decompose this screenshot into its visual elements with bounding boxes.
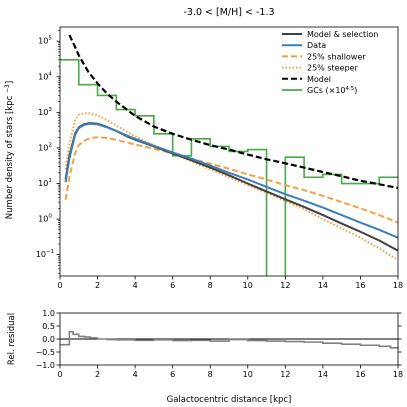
main-plot-area: 0 2 4 6 8 10 12 14 16 18 10−1 100 101 102 103 104 105 (36, 26, 403, 290)
main-x-tick-label: 4 (133, 281, 138, 290)
main-y-axis-label-close: ] (5, 81, 15, 84)
main-plot-marks (60, 34, 398, 276)
residual-x-tick-label: 2 (95, 370, 100, 379)
main-x-tick-label: 12 (280, 281, 290, 290)
series-data (64, 122, 398, 239)
main-x-tick-label: 8 (208, 281, 213, 290)
main-x-tick-label: 10 (243, 281, 253, 290)
main-y-tick-label: 102 (38, 142, 52, 152)
main-y-axis-label: Number density of stars [kpc −3] (4, 81, 15, 219)
chart-title: -3.0 < [M/H] < -1.3 (183, 7, 274, 18)
legend-label: Model (307, 75, 331, 84)
legend-label: 25% steeper (307, 64, 358, 73)
residual-x-tick-label: 12 (280, 370, 290, 379)
residual-y-tick-label: −1.0 (36, 361, 55, 370)
legend-label: 25% shallower (307, 52, 366, 61)
series-model-selection (64, 122, 398, 252)
legend-label-gcs: GCs (×104.5) (307, 86, 357, 95)
residual-plot-area: 0 2 4 6 8 10 12 14 16 18 −1.0 −0.5 0.0 0.5 1.0 (36, 309, 404, 379)
main-x-tick-label: 2 (95, 281, 100, 290)
main-x-tick-label: 14 (318, 281, 328, 290)
main-x-tick-label: 6 (170, 281, 175, 290)
residual-y-tick-label: 0.0 (42, 335, 55, 344)
residual-x-tick-label: 14 (318, 370, 328, 379)
residual-x-tick-label: 10 (243, 370, 253, 379)
main-y-tick-label: 104 (38, 71, 52, 81)
main-x-tick-label: 0 (57, 281, 62, 290)
main-y-tick-label: 10−1 (36, 249, 54, 259)
residual-x-tick-label: 6 (170, 370, 175, 379)
residual-y-tick-label: −0.5 (36, 348, 55, 357)
main-y-tick-label: 101 (38, 178, 52, 188)
residual-x-tick-label: 4 (133, 370, 138, 379)
legend-label: Data (307, 41, 326, 50)
residual-x-tick-label: 0 (57, 370, 62, 379)
main-y-tick-label: 103 (38, 107, 52, 117)
main-y-axis-label-text: Number density of stars [kpc (5, 95, 15, 219)
series-25-steeper (64, 112, 398, 262)
residual-step-line (60, 330, 399, 349)
main-y-axis-label-sup: −3 (4, 84, 11, 93)
series-model (68, 34, 398, 190)
residual-x-tick-label: 16 (355, 370, 365, 379)
residual-y-tick-label: 1.0 (42, 309, 55, 318)
residual-y-tick-label: 0.5 (42, 322, 55, 331)
legend-label: Model & selection (307, 30, 378, 39)
main-y-tick-label: 105 (38, 36, 52, 46)
residual-y-axis-label: Rel. residual (7, 313, 17, 365)
main-x-tick-label: 16 (355, 281, 365, 290)
main-x-tick-label: 18 (393, 281, 403, 290)
residual-x-tick-label: 8 (208, 370, 213, 379)
residual-x-tick-label: 18 (393, 370, 403, 379)
x-axis-label: Galactocentric distance [kpc] (167, 395, 292, 405)
main-y-tick-label: 100 (38, 214, 52, 224)
legend: Model & selection Data 25% shallower 25% st… (282, 30, 378, 95)
